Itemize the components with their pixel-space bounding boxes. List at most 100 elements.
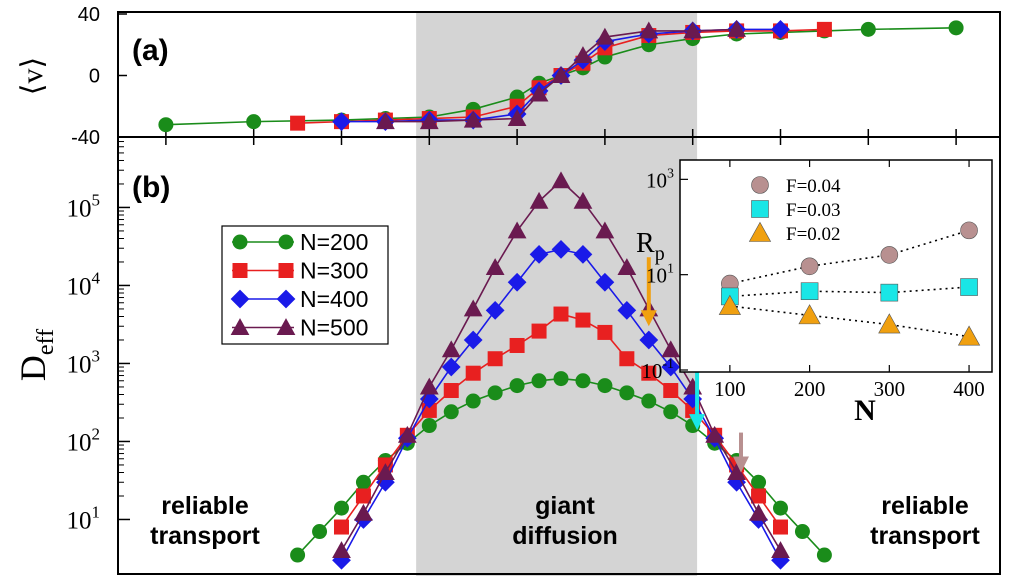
data-point	[957, 325, 981, 346]
y-tick-label: 104	[67, 268, 101, 300]
series-n-500	[332, 171, 790, 559]
data-point	[443, 404, 459, 420]
data-point	[639, 21, 659, 39]
data-point	[597, 378, 613, 394]
data-point	[948, 20, 964, 36]
data-point	[553, 306, 569, 322]
data-point	[551, 171, 571, 189]
y-tick-label: 40	[78, 4, 100, 26]
inset-series-f-0-03	[721, 278, 978, 306]
data-point	[597, 324, 613, 340]
data-point	[816, 21, 832, 37]
data-point	[487, 385, 503, 401]
y-tick-label: 103	[67, 346, 101, 378]
panel-b-arrows	[640, 257, 749, 473]
legend-marker	[751, 176, 769, 194]
inset-ylabel-main: R	[636, 228, 655, 259]
y-tick-label: 102	[67, 424, 101, 456]
fit-line	[729, 286, 970, 298]
data-point	[800, 282, 819, 301]
fit-line	[729, 229, 970, 285]
data-point	[617, 258, 637, 275]
data-point	[800, 257, 819, 276]
data-point	[463, 110, 483, 128]
y-tick-label: 103	[646, 166, 674, 192]
data-point	[397, 425, 417, 443]
legend-marker	[276, 318, 296, 335]
data-point	[354, 503, 373, 521]
x-tick-label: 400	[953, 377, 985, 401]
series-n-300	[334, 306, 788, 535]
data-point	[531, 373, 547, 389]
data-point	[661, 340, 681, 358]
legend-label: N=200	[300, 229, 368, 255]
data-point	[683, 21, 703, 39]
data-point	[773, 500, 788, 516]
data-point	[509, 378, 525, 394]
x-tick-label: 100	[714, 377, 746, 401]
data-point	[376, 463, 395, 481]
data-point	[463, 330, 483, 350]
data-point	[553, 371, 569, 387]
data-point	[595, 27, 615, 45]
data-point	[355, 488, 371, 504]
data-point	[421, 418, 437, 434]
inset-legend-item: F=0.04	[751, 176, 841, 197]
data-point	[485, 258, 505, 275]
legend-item: N=500	[230, 315, 368, 341]
data-point	[663, 383, 679, 399]
data-point	[771, 20, 790, 39]
data-point	[246, 114, 262, 130]
data-point	[355, 474, 371, 490]
data-point	[641, 365, 657, 381]
indicator-arrow	[732, 432, 749, 473]
fit-line	[729, 305, 970, 338]
panel-b-annotations: reliable transport giant diffusion reliable t…	[150, 492, 980, 550]
annotation-right: reliable transport	[870, 492, 980, 550]
legend-marker	[232, 234, 248, 250]
legend-label: N=500	[300, 315, 368, 341]
inset-frame	[679, 159, 993, 373]
data-point	[573, 245, 593, 264]
legend-marker	[748, 221, 772, 242]
data-point	[334, 519, 349, 535]
data-point	[727, 463, 746, 481]
data-point	[312, 524, 328, 540]
panel-b-ylabel-main: D	[13, 355, 53, 381]
data-point	[619, 351, 635, 367]
legend-label: N=300	[300, 258, 368, 284]
data-point	[798, 304, 821, 325]
data-point	[332, 541, 351, 559]
data-point	[619, 385, 635, 401]
data-point	[794, 524, 810, 540]
x-tick-label: 300	[874, 377, 906, 401]
series-n-500	[376, 20, 746, 130]
data-point	[485, 300, 505, 320]
data-point	[960, 221, 978, 240]
data-point	[529, 245, 549, 264]
data-point	[595, 221, 615, 239]
data-point	[751, 488, 767, 504]
data-point	[573, 46, 593, 64]
data-point	[463, 299, 483, 317]
data-point	[573, 191, 593, 209]
data-point	[878, 313, 901, 334]
data-point	[441, 357, 461, 377]
panel-a-ylabel: ⟨v⟩	[16, 57, 49, 95]
data-point	[639, 330, 659, 350]
inset-legend-item: F=0.03	[751, 200, 841, 221]
data-point	[441, 340, 461, 358]
legend-label: N=400	[300, 286, 368, 312]
legend-item: N=400	[230, 286, 368, 312]
data-point	[419, 112, 439, 130]
inset-series-f-0-04	[721, 221, 978, 293]
y-tick-label: 0	[89, 66, 100, 88]
legend-label: F=0.04	[786, 176, 841, 197]
panel-b-label: (b)	[132, 171, 170, 204]
legend-item: N=300	[232, 258, 368, 284]
inset-legend-item: F=0.02	[748, 221, 841, 245]
legend-marker	[230, 289, 250, 309]
y-tick-label: -40	[71, 127, 100, 149]
